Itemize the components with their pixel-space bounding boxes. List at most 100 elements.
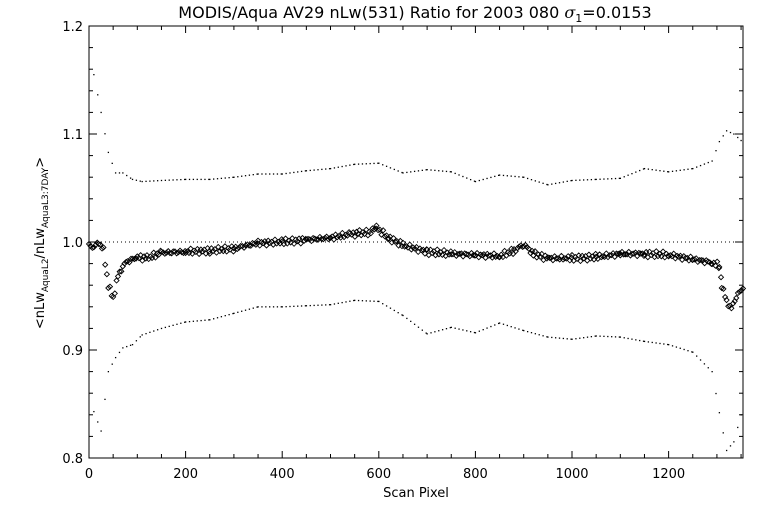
lower-envelope-point [441, 329, 444, 331]
upper-envelope-point [566, 180, 568, 183]
lower-envelope-point [349, 300, 351, 302]
upper-envelope-point [599, 178, 601, 180]
mean-ratio-point [230, 248, 237, 255]
upper-envelope-point [546, 183, 548, 186]
upper-envelope-point [583, 179, 585, 181]
upper-envelope-point [241, 175, 243, 177]
upper-envelope-point [377, 162, 379, 164]
lower-envelope-point [309, 304, 311, 307]
lower-envelope-point [184, 321, 186, 323]
mean-ratio-point [152, 254, 159, 261]
lower-envelope-point [382, 303, 384, 305]
upper-envelope-point [172, 179, 174, 181]
lower-envelope-point [185, 321, 187, 323]
mean-ratio-point [287, 239, 294, 246]
x-tick-label: 1200 [652, 467, 685, 482]
lower-envelope-point [703, 363, 706, 365]
x-tick-label: 800 [463, 467, 488, 482]
lower-envelope-point [244, 309, 247, 311]
upper-envelope-point [675, 170, 678, 172]
mean-ratio-point [102, 261, 109, 268]
upper-envelope-point [252, 174, 254, 176]
mean-ratio-point [738, 287, 745, 294]
upper-envelope-point [393, 168, 395, 171]
mean-ratio-point [421, 250, 429, 257]
upper-envelope-point [639, 169, 641, 172]
mean-ratio-point [659, 248, 667, 255]
lower-envelope-point [385, 305, 388, 307]
y-label-part-c: > [33, 157, 48, 168]
upper-envelope-point [469, 178, 472, 181]
lower-envelope-point [357, 299, 360, 302]
upper-envelope-point [321, 168, 323, 171]
lower-envelope-point [523, 329, 525, 332]
lower-envelope-point [722, 432, 724, 434]
lower-envelope-point [228, 313, 230, 316]
upper-envelope-point [715, 150, 717, 152]
mean-ratio-point [103, 271, 111, 278]
upper-envelope-point [551, 183, 553, 185]
mean-ratio-point [266, 239, 274, 247]
mean-ratio-point [568, 251, 576, 259]
upper-envelope-point [300, 170, 303, 173]
lower-envelope-point [497, 322, 500, 325]
mean-ratio-point [282, 235, 289, 242]
upper-envelope-point [256, 173, 258, 175]
lower-envelope-point [413, 323, 416, 325]
upper-envelope-point [699, 164, 702, 167]
mean-ratio-point [520, 243, 527, 250]
lower-envelope-point [635, 339, 637, 341]
mean-ratio-point [380, 227, 387, 234]
mean-ratio-point [137, 252, 144, 259]
lower-envelope-point [454, 327, 456, 329]
lower-envelope-point [237, 311, 239, 313]
lower-envelope-point [623, 337, 625, 339]
upper-envelope-point [156, 180, 159, 182]
upper-envelope-point [361, 163, 364, 165]
mean-ratio-point [297, 240, 304, 247]
upper-envelope-point [643, 167, 646, 170]
y-tick-label: 0.8 [62, 452, 83, 467]
mean-ratio-point [289, 235, 296, 242]
upper-envelope-point [104, 133, 106, 135]
lower-envelope-point [265, 306, 267, 308]
lower-envelope-point [304, 305, 307, 307]
mean-ratio-point [733, 294, 740, 302]
lower-envelope-point [675, 346, 678, 348]
mean-ratio-point [381, 233, 388, 240]
lower-envelope-point [473, 331, 476, 334]
lower-envelope-point [611, 336, 613, 338]
upper-envelope-point [711, 160, 713, 162]
lower-envelope-point [659, 342, 661, 345]
upper-envelope-point [438, 170, 440, 172]
upper-envelope-point [135, 179, 138, 181]
mean-ratio-point [668, 253, 676, 260]
lower-envelope-point [538, 334, 540, 336]
lower-envelope-point [478, 330, 480, 332]
upper-envelope-point [478, 179, 480, 182]
upper-envelope-point [462, 175, 464, 178]
mean-ratio-point [387, 233, 394, 240]
lower-envelope-point [618, 336, 621, 338]
lower-envelope-point [369, 300, 371, 302]
lower-envelope-point [514, 327, 516, 329]
mean-ratio-point [313, 236, 320, 243]
upper-envelope-point [725, 130, 728, 132]
upper-envelope-point [354, 163, 356, 165]
upper-envelope-point [141, 180, 143, 183]
upper-envelope-point [663, 170, 665, 172]
title-prefix: MODIS/Aqua AV29 nLw(531) Ratio for 2003 … [178, 3, 564, 22]
lower-envelope-point [571, 338, 573, 340]
lower-envelope-point [530, 332, 533, 334]
mean-ratio-point [648, 251, 655, 259]
lower-envelope-point [421, 329, 423, 331]
title-sigma: σ [564, 3, 576, 22]
upper-envelope-point [737, 136, 739, 139]
upper-envelope-point [696, 166, 698, 168]
mean-ratio-point [290, 240, 298, 247]
mean-ratio-point [378, 231, 385, 238]
y-label-part-b: /nLw [33, 228, 48, 259]
lower-envelope-point [506, 324, 508, 327]
lower-envelope-point [740, 414, 742, 416]
lower-envelope-point [434, 331, 436, 333]
